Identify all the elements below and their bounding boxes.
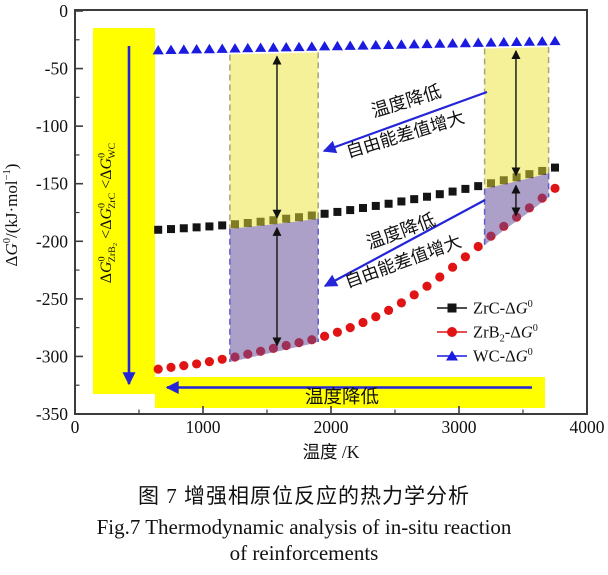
svg-text:4000: 4000: [570, 417, 605, 437]
lower-annotation-arrow: [323, 199, 486, 287]
upper-annotation-arrow: [322, 90, 488, 154]
highlight-band-yellow: [229, 52, 319, 229]
upper-annotation-line2: 自由能差值增大: [344, 107, 467, 162]
svg-text:2000: 2000: [314, 417, 349, 437]
bottom-bar-label: 温度降低: [305, 387, 379, 408]
svg-text:-200: -200: [36, 231, 68, 251]
axes: [74, 9, 588, 415]
svg-text:0: 0: [59, 1, 68, 21]
left-highlight-bar: [93, 28, 155, 394]
svg-text:-50: -50: [45, 59, 69, 79]
svg-text:-250: -250: [36, 289, 68, 309]
svg-text:-150: -150: [36, 174, 68, 194]
svg-text:-300: -300: [36, 346, 68, 366]
caption-english-2: of reinforcements: [229, 541, 379, 565]
svg-text:3000: 3000: [442, 417, 477, 437]
tick-labels: 0 1000 2000 3000 4000 0 -50 -100 -150 -200 -250 -30…: [36, 1, 605, 437]
svg-text:0: 0: [71, 417, 80, 437]
svg-text:-100: -100: [36, 116, 68, 136]
left-bar-inequality: ΔG0ZrB₂ <ΔG0ZrC <ΔG0WC: [97, 142, 118, 283]
legend-label-zrb2: ZrB2-ΔG0: [473, 323, 538, 345]
legend-label-wc: WC-ΔG0: [473, 347, 533, 366]
series-wc: [152, 35, 561, 55]
bottom-highlight-bar: [155, 377, 545, 408]
legend-label-zrc: ZrC-ΔG0: [473, 299, 533, 318]
thermodynamics-chart: 0 1000 2000 3000 4000 0 -50 -100 -150 -200 -250 -30…: [2, 1, 605, 462]
y-axis-label: ΔG0/(kJ·mol−1): [2, 164, 21, 267]
svg-text:1000: 1000: [186, 417, 221, 437]
highlight-band-purple: [229, 218, 319, 362]
caption-english-1: Fig.7 Thermodynamic analysis of in-situ …: [96, 515, 512, 539]
svg-text:-350: -350: [36, 404, 68, 424]
legend: ZrC-ΔG0 ZrB2-ΔG0 WC-ΔG0: [437, 299, 538, 366]
x-axis-label: 温度 /K: [303, 442, 360, 462]
caption-chinese: 图 7 增强相原位反应的热力学分析: [138, 484, 470, 508]
